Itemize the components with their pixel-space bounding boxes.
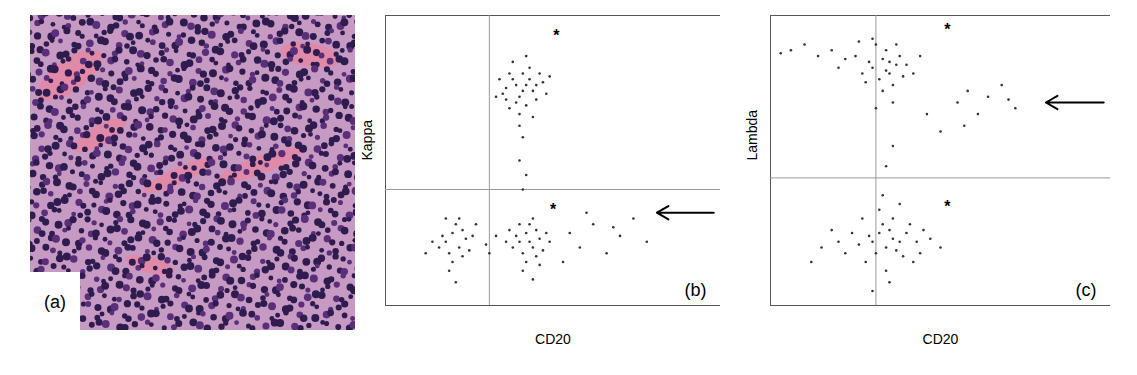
svg-text:*: *	[944, 198, 951, 215]
svg-text:Lambda: Lambda	[744, 110, 760, 161]
svg-text:*: *	[553, 27, 560, 44]
svg-text:*: *	[550, 201, 557, 218]
svg-text:Kappa: Kappa	[359, 120, 375, 161]
svg-text:(b): (b)	[685, 280, 707, 300]
svg-text:(c): (c)	[1076, 280, 1097, 300]
svg-text:*: *	[944, 21, 951, 38]
svg-text:CD20: CD20	[923, 331, 959, 347]
svg-text:(a): (a)	[44, 292, 66, 312]
svg-text:CD20: CD20	[535, 331, 571, 347]
